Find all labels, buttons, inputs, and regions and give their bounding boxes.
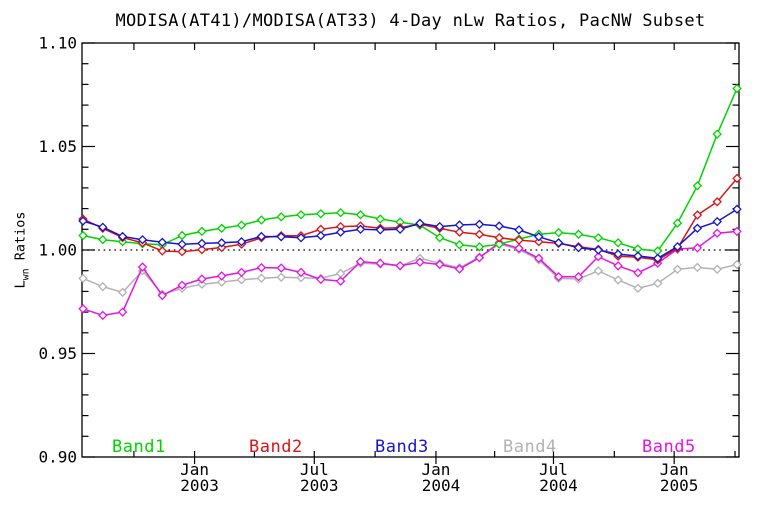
x-month-label: Jul [539,460,568,479]
legend-label-band1: Band1 [112,437,166,457]
legend-label-band5: Band5 [642,437,696,457]
legend-label-band4: Band4 [503,437,557,457]
series-band1-markers [78,83,742,256]
x-year-label: 2004 [422,476,461,495]
y-tick-label: 1.10 [38,34,77,53]
series-band1-line [82,88,738,252]
series-band3-line [82,208,738,260]
x-year-label: 2003 [300,476,339,495]
x-year-label: 2004 [539,476,578,495]
series-band3-markers [78,204,742,264]
x-year-label: 2003 [180,476,219,495]
x-year-label: 2005 [660,476,699,495]
series-band5-line [82,230,738,317]
series-band4-line [82,243,738,296]
series-band2-markers [78,173,742,265]
y-axis-label-rest: Ratios [12,211,29,269]
y-axis-label-sub: wn [20,268,32,281]
x-month-label: Jan [422,460,451,479]
x-month-label: Jan [660,460,689,479]
y-tick-label: 0.90 [38,448,77,467]
chart-title: MODISA(AT41)/MODISA(AT33) 4-Day nLw Rati… [115,11,706,31]
x-month-label: Jul [300,460,329,479]
y-tick-label: 0.95 [38,344,77,363]
series-band5-markers [78,226,742,321]
y-tick-label: 1.00 [38,241,77,260]
y-axis-label-main: L [12,280,29,289]
legend-label-band3: Band3 [375,437,429,457]
x-month-label: Jan [180,460,209,479]
y-tick-label: 1.05 [38,137,77,156]
y-axis-label: Lwn Ratios [13,211,32,288]
legend-label-band2: Band2 [249,437,303,457]
